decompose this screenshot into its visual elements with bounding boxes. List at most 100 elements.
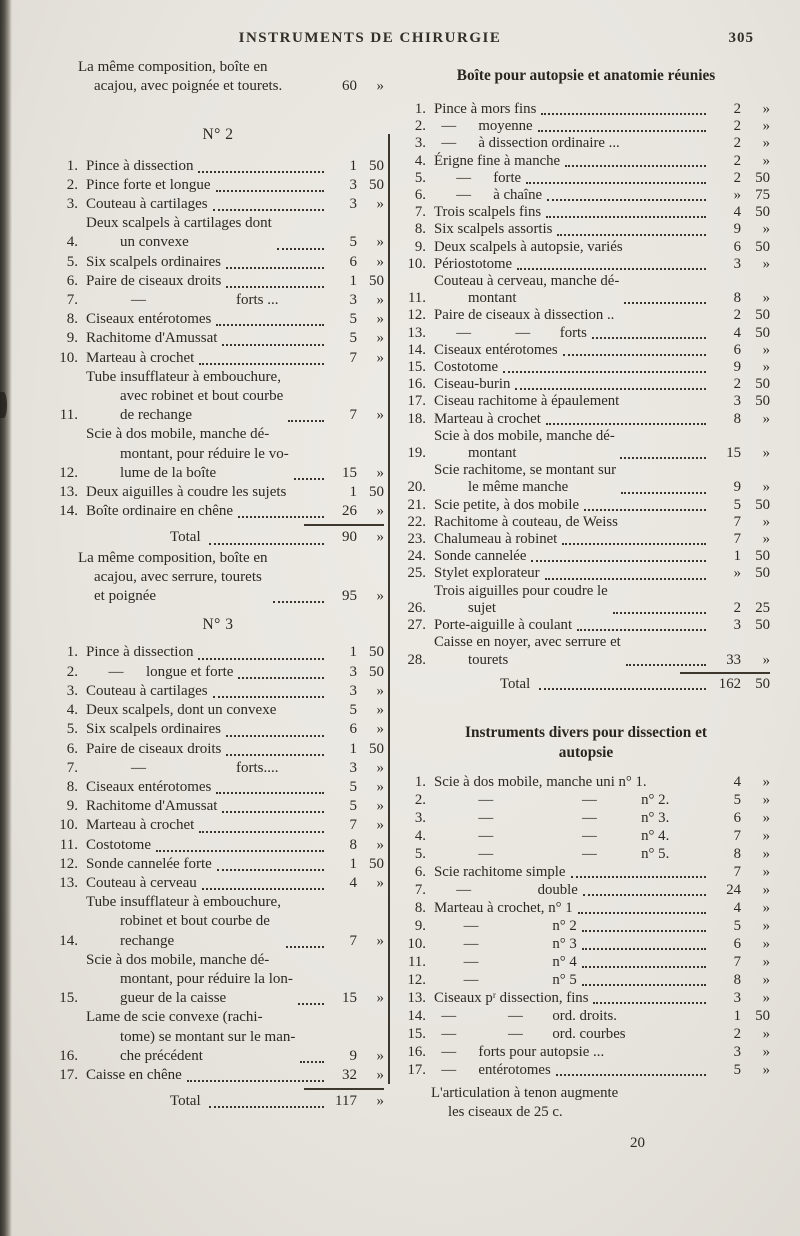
leader-dots — [584, 508, 706, 511]
item-number: 1. — [66, 157, 78, 174]
price-centimes: » — [376, 349, 385, 366]
price-list-n3: 1. Pince à dissection 1 50 2. — longue e… — [52, 643, 384, 1085]
price-francs: 5 — [349, 330, 358, 347]
price-francs: 1 — [349, 740, 358, 757]
item-label: Scie à dos mobile, manche dé- montant, p… — [86, 951, 293, 1007]
leader-dots — [216, 324, 324, 327]
price-list-row: 11. — n° 4 7 » — [402, 953, 770, 971]
price-centimes: » — [376, 990, 385, 1007]
price-list-row: 21. Scie petite, à dos mobile 5 50 — [402, 497, 771, 514]
price-list-row: 4. Deux scalpels à cartilages dont un co… — [52, 214, 384, 252]
item-label: Chalumeau à robinet — [434, 531, 558, 548]
leader-dots — [581, 965, 706, 968]
mahogany-box-paragraph: La même composition, boîte en acajou, av… — [52, 549, 384, 607]
price-francs: 9 — [733, 221, 741, 238]
page-title: INSTRUMENTS DE CHIRURGIE — [238, 30, 502, 46]
price-centimes: » — [762, 445, 770, 462]
price-list-row: 20. Scie rachitome, se montant sur le mê… — [402, 462, 771, 496]
item-number: 10. — [407, 935, 427, 952]
leader-dots — [293, 478, 324, 481]
price-list-row: 7. — double 24 » — [402, 881, 770, 899]
left-column: La même composition, boîte en acajou, av… — [52, 58, 384, 1111]
price-centimes: » — [762, 953, 770, 970]
price-francs: 8 — [733, 290, 741, 307]
price-list-row: 10. Périostotome 3 » — [402, 255, 771, 273]
item-number: 11. — [408, 290, 426, 307]
total-row-autopsy-box: Total 162 50 — [402, 676, 770, 693]
price-list-row: 9. Deux scalpels à autopsie, variés 6 50 — [402, 239, 770, 256]
price-centimes: » — [762, 410, 770, 427]
price-francs: 15 — [726, 445, 741, 462]
item-label: Érigne fine à manche — [434, 152, 561, 169]
item-label: — — n° 4. — [434, 827, 670, 844]
leader-dots — [216, 792, 324, 795]
price-francs: 32 — [342, 1066, 357, 1083]
leader-dots — [531, 560, 706, 563]
item-number: 13. — [59, 874, 78, 891]
item-label: Périostotome — [434, 255, 513, 272]
price-centimes: » — [376, 196, 385, 213]
item-label: — n° 3 — [434, 935, 577, 952]
item-number: 3. — [66, 682, 78, 699]
price-francs: 26 — [342, 503, 357, 520]
leader-dots — [581, 983, 706, 986]
total-centimes: » — [376, 529, 385, 546]
leader-dots — [212, 209, 324, 212]
item-label: Rachitome à couteau, de Weiss — [434, 513, 618, 530]
item-label: Six scalpels ordinaires — [86, 253, 221, 270]
price-francs: 3 — [733, 989, 741, 1006]
price-centimes: 50 — [369, 272, 384, 289]
leader-dots — [216, 868, 324, 871]
item-number: 15. — [407, 1025, 427, 1042]
price-francs: 6 — [349, 253, 358, 270]
leader-dots — [570, 875, 706, 878]
item-number: 1. — [414, 773, 426, 790]
item-label: Deux scalpels à cartilages dont un conve… — [86, 215, 272, 251]
price-francs: 2 — [733, 1025, 741, 1042]
leader-dots — [198, 170, 324, 173]
price-centimes: » — [762, 827, 770, 844]
leader-dots — [593, 1001, 706, 1004]
price-centimes: » — [762, 989, 770, 1006]
price-centimes: » — [376, 464, 385, 481]
price-centimes: » — [376, 78, 385, 95]
price-list-n2: 1. Pince à dissection 1 50 2. Pince fort… — [52, 157, 384, 522]
page-left-edge-shadow — [0, 0, 12, 1236]
price-francs: 5 — [349, 798, 358, 815]
leader-dots — [537, 130, 706, 133]
price-list-row: 2. — longue et forte 3 50 — [52, 663, 384, 682]
price-francs: 3 — [349, 759, 358, 776]
item-label: Lame de scie convexe (rachi- tome) se mo… — [86, 1009, 296, 1064]
price-list-row: 12. Paire de ciseaux à dissection .. 2 5… — [402, 307, 771, 324]
leader-dots — [222, 811, 324, 814]
item-number: 3. — [414, 809, 426, 826]
articulation-note: L'articulation à tenon augmente les cise… — [431, 1084, 619, 1120]
price-list-row: 15. Scie à dos mobile, manche dé- montan… — [52, 951, 384, 1009]
price-list-misc-instruments: 1. Scie à dos mobile, manche uni n° 1. 4… — [402, 773, 771, 1079]
item-label: Deux scalpels, dont un convexe — [86, 702, 277, 719]
price-list-row: 13. Ciseaux pʳ dissection, fins 3 » — [402, 989, 771, 1007]
item-number: 7. — [414, 881, 426, 898]
price-centimes: » — [376, 798, 385, 815]
price-francs: 8 — [733, 971, 741, 988]
price-list-row: 10. Marteau à crochet 7 » — [52, 349, 384, 368]
leader-dots — [225, 266, 324, 269]
total-francs: 162 — [718, 675, 741, 692]
price-francs: 3 — [349, 196, 358, 213]
price-francs: 2 — [733, 135, 741, 152]
price-list-row: 2. — moyenne 2 » — [402, 118, 770, 135]
item-label: Stylet explorateur — [434, 565, 540, 582]
price-francs: » — [733, 187, 741, 204]
item-label: — forts pour autopsie ... — [434, 1043, 605, 1060]
price-francs: 2 — [733, 118, 741, 135]
item-label: — entérotomes — [434, 1061, 551, 1078]
price-francs: 5 — [349, 778, 358, 795]
price-francs: 7 — [733, 513, 741, 530]
item-label: Caisse en chêne — [86, 1066, 182, 1083]
item-label: Six scalpels ordinaires — [86, 721, 221, 738]
price-francs: 95 — [342, 588, 357, 605]
leader-dots — [565, 164, 706, 167]
price-list-row: 4. Deux scalpels, dont un convexe 5 » — [52, 701, 384, 720]
price-francs: 1 — [349, 484, 358, 501]
price-francs: 24 — [726, 881, 741, 898]
